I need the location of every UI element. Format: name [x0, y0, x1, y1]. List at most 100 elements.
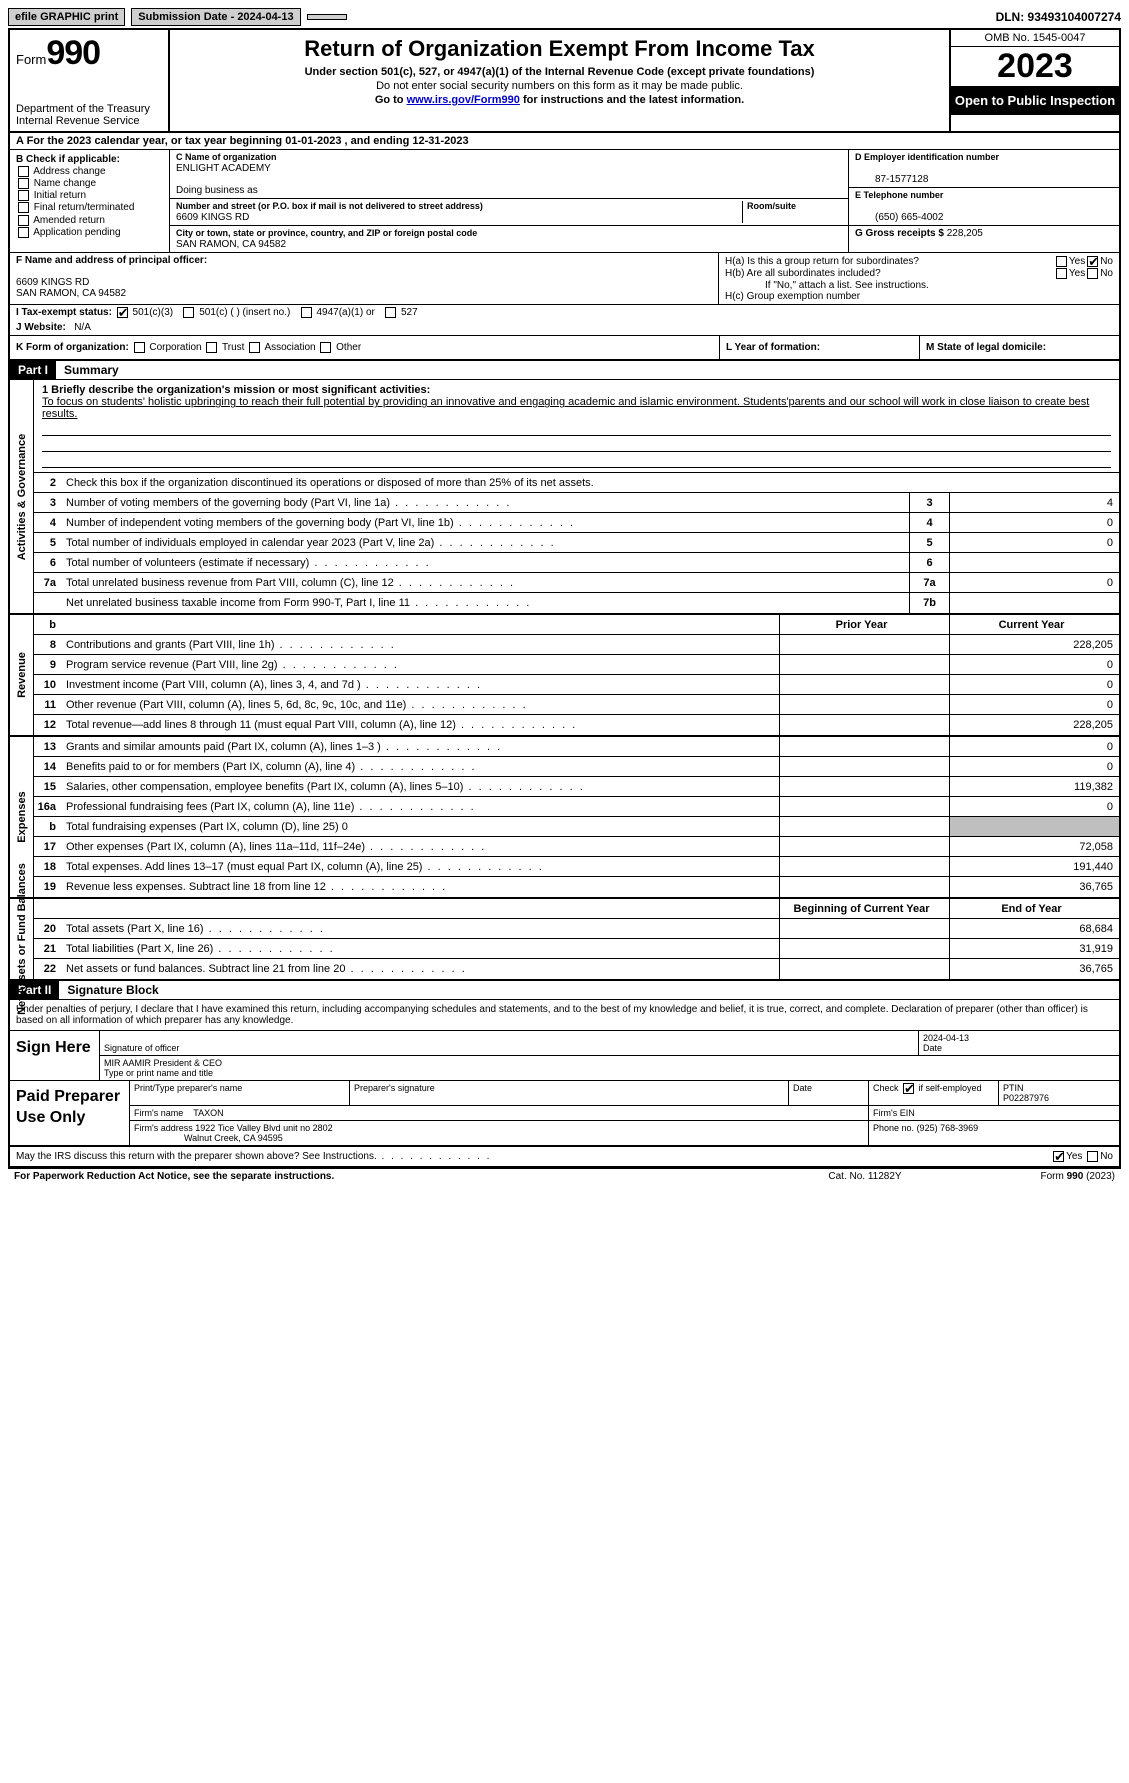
line-text: Benefits paid to or for members (Part IX…: [62, 759, 779, 775]
prior-year-hdr: Prior Year: [779, 615, 949, 634]
form-title: Return of Organization Exempt From Incom…: [178, 36, 941, 62]
line3-text: Number of voting members of the governin…: [62, 495, 909, 511]
line5-val: 0: [949, 533, 1119, 552]
prior-val: [779, 777, 949, 796]
cb-527[interactable]: [385, 307, 396, 318]
addr-label: Number and street (or P.O. box if mail i…: [176, 201, 483, 211]
current-val: 119,382: [949, 777, 1119, 796]
line-text: Net assets or fund balances. Subtract li…: [62, 961, 779, 977]
current-year-hdr: Current Year: [949, 615, 1119, 634]
line-text: Professional fundraising fees (Part IX, …: [62, 799, 779, 815]
form-org-label: K Form of organization:: [16, 342, 129, 353]
prior-val: [779, 959, 949, 979]
line-text: Other revenue (Part VIII, column (A), li…: [62, 697, 779, 713]
line-text: Grants and similar amounts paid (Part IX…: [62, 739, 779, 755]
firm-phone-value: (925) 768-3969: [917, 1123, 979, 1133]
hc-label: H(c) Group exemption number: [725, 291, 1113, 302]
ptin-value: P02287976: [1003, 1093, 1049, 1103]
cb-501c[interactable]: [183, 307, 194, 318]
line4-text: Number of independent voting members of …: [62, 515, 909, 531]
line7a-val: 0: [949, 573, 1119, 592]
line-text: Contributions and grants (Part VIII, lin…: [62, 637, 779, 653]
current-val: 72,058: [949, 837, 1119, 856]
ha-no[interactable]: [1087, 256, 1098, 267]
line6-val: [949, 553, 1119, 572]
cb-501c3[interactable]: [117, 307, 128, 318]
cb-other[interactable]: [320, 342, 331, 353]
cb-assoc[interactable]: [249, 342, 260, 353]
section-b-label: B Check if applicable:: [16, 154, 120, 165]
ein-value: 87-1577128: [855, 174, 928, 185]
org-name-label: C Name of organization: [176, 152, 277, 162]
type-name-label: Type or print name and title: [104, 1068, 213, 1078]
current-val: 0: [949, 797, 1119, 816]
tax-status-label: I Tax-exempt status:: [16, 307, 112, 318]
firm-addr-label: Firm's address: [134, 1123, 193, 1133]
sign-here-label: Sign Here: [10, 1031, 100, 1080]
vlabel-governance: Activities & Governance: [16, 434, 28, 561]
line7a-text: Total unrelated business revenue from Pa…: [62, 575, 909, 591]
submission-date-button[interactable]: Submission Date - 2024-04-13: [131, 8, 300, 26]
dba-label: Doing business as: [176, 185, 258, 196]
line7b-text: Net unrelated business taxable income fr…: [62, 595, 909, 611]
preparer-name-label: Print/Type preparer's name: [134, 1083, 242, 1093]
cb-address-change[interactable]: Address change: [16, 166, 163, 177]
gross-label: G Gross receipts $: [855, 228, 944, 239]
current-val: 68,684: [949, 919, 1119, 938]
cb-4947[interactable]: [301, 307, 312, 318]
mission-question: 1 Briefly describe the organization's mi…: [42, 384, 430, 396]
cb-app-pending[interactable]: Application pending: [16, 227, 163, 238]
irs-link[interactable]: www.irs.gov/Form990: [407, 94, 520, 106]
form-subtitle: Under section 501(c), 527, or 4947(a)(1)…: [178, 66, 941, 78]
line4-val: 0: [949, 513, 1119, 532]
sign-date-label: Date: [923, 1043, 942, 1053]
dln-label: DLN: 93493104007274: [996, 10, 1121, 24]
current-val: 36,765: [949, 959, 1119, 979]
tel-label: E Telephone number: [855, 190, 943, 200]
line6-text: Total number of volunteers (estimate if …: [62, 555, 909, 571]
cb-initial-return[interactable]: Initial return: [16, 190, 163, 201]
website-value: N/A: [74, 322, 91, 333]
line-text: Program service revenue (Part VIII, line…: [62, 657, 779, 673]
discuss-no[interactable]: [1087, 1151, 1098, 1162]
row-a-period: A For the 2023 calendar year, or tax yea…: [10, 133, 1119, 150]
form-footer: Form 990 (2023): [965, 1171, 1115, 1182]
signature-declaration: Under penalties of perjury, I declare th…: [10, 1000, 1119, 1030]
hb-no[interactable]: [1087, 268, 1098, 279]
vlabel-expenses: Expenses: [16, 792, 28, 843]
form-number: 990: [46, 34, 100, 72]
cb-self-employed[interactable]: [903, 1083, 914, 1094]
tel-value: (650) 665-4002: [855, 212, 943, 223]
cat-number: Cat. No. 11282Y: [765, 1171, 965, 1182]
sig-officer-label: Signature of officer: [104, 1043, 179, 1053]
state-domicile-label: M State of legal domicile:: [926, 342, 1046, 353]
city-label: City or town, state or province, country…: [176, 228, 477, 238]
firm-name-label: Firm's name: [134, 1108, 183, 1118]
cb-name-change[interactable]: Name change: [16, 178, 163, 189]
cb-trust[interactable]: [206, 342, 217, 353]
hb-note: If "No," attach a list. See instructions…: [725, 280, 1113, 291]
cb-amended-return[interactable]: Amended return: [16, 215, 163, 226]
line-text: Investment income (Part VIII, column (A)…: [62, 677, 779, 693]
part2-title: Signature Block: [59, 981, 166, 999]
efile-print-button[interactable]: efile GRAPHIC print: [8, 8, 125, 26]
vlabel-net: Net Assets or Fund Balances: [16, 863, 28, 1015]
cb-corp[interactable]: [134, 342, 145, 353]
city-value: SAN RAMON, CA 94582: [176, 239, 286, 250]
ptin-label: PTIN: [1003, 1083, 1024, 1093]
hb-question: H(b) Are all subordinates included?: [725, 268, 1054, 279]
current-val: 191,440: [949, 857, 1119, 876]
officer-name-value: MIR AAMIR President & CEO: [104, 1058, 222, 1068]
hb-yes[interactable]: [1056, 268, 1067, 279]
line-text: Total revenue—add lines 8 through 11 (mu…: [62, 717, 779, 733]
org-name-value: ENLIGHT ACADEMY: [176, 163, 271, 174]
prior-val: [779, 635, 949, 654]
line-text: Total liabilities (Part X, line 26): [62, 941, 779, 957]
firm-ein-label: Firm's EIN: [873, 1108, 915, 1118]
current-val: 228,205: [949, 715, 1119, 735]
part1-title: Summary: [56, 361, 127, 379]
ha-yes[interactable]: [1056, 256, 1067, 267]
blank-button: [307, 14, 347, 20]
discuss-yes[interactable]: [1053, 1151, 1064, 1162]
cb-final-return[interactable]: Final return/terminated: [16, 202, 163, 213]
